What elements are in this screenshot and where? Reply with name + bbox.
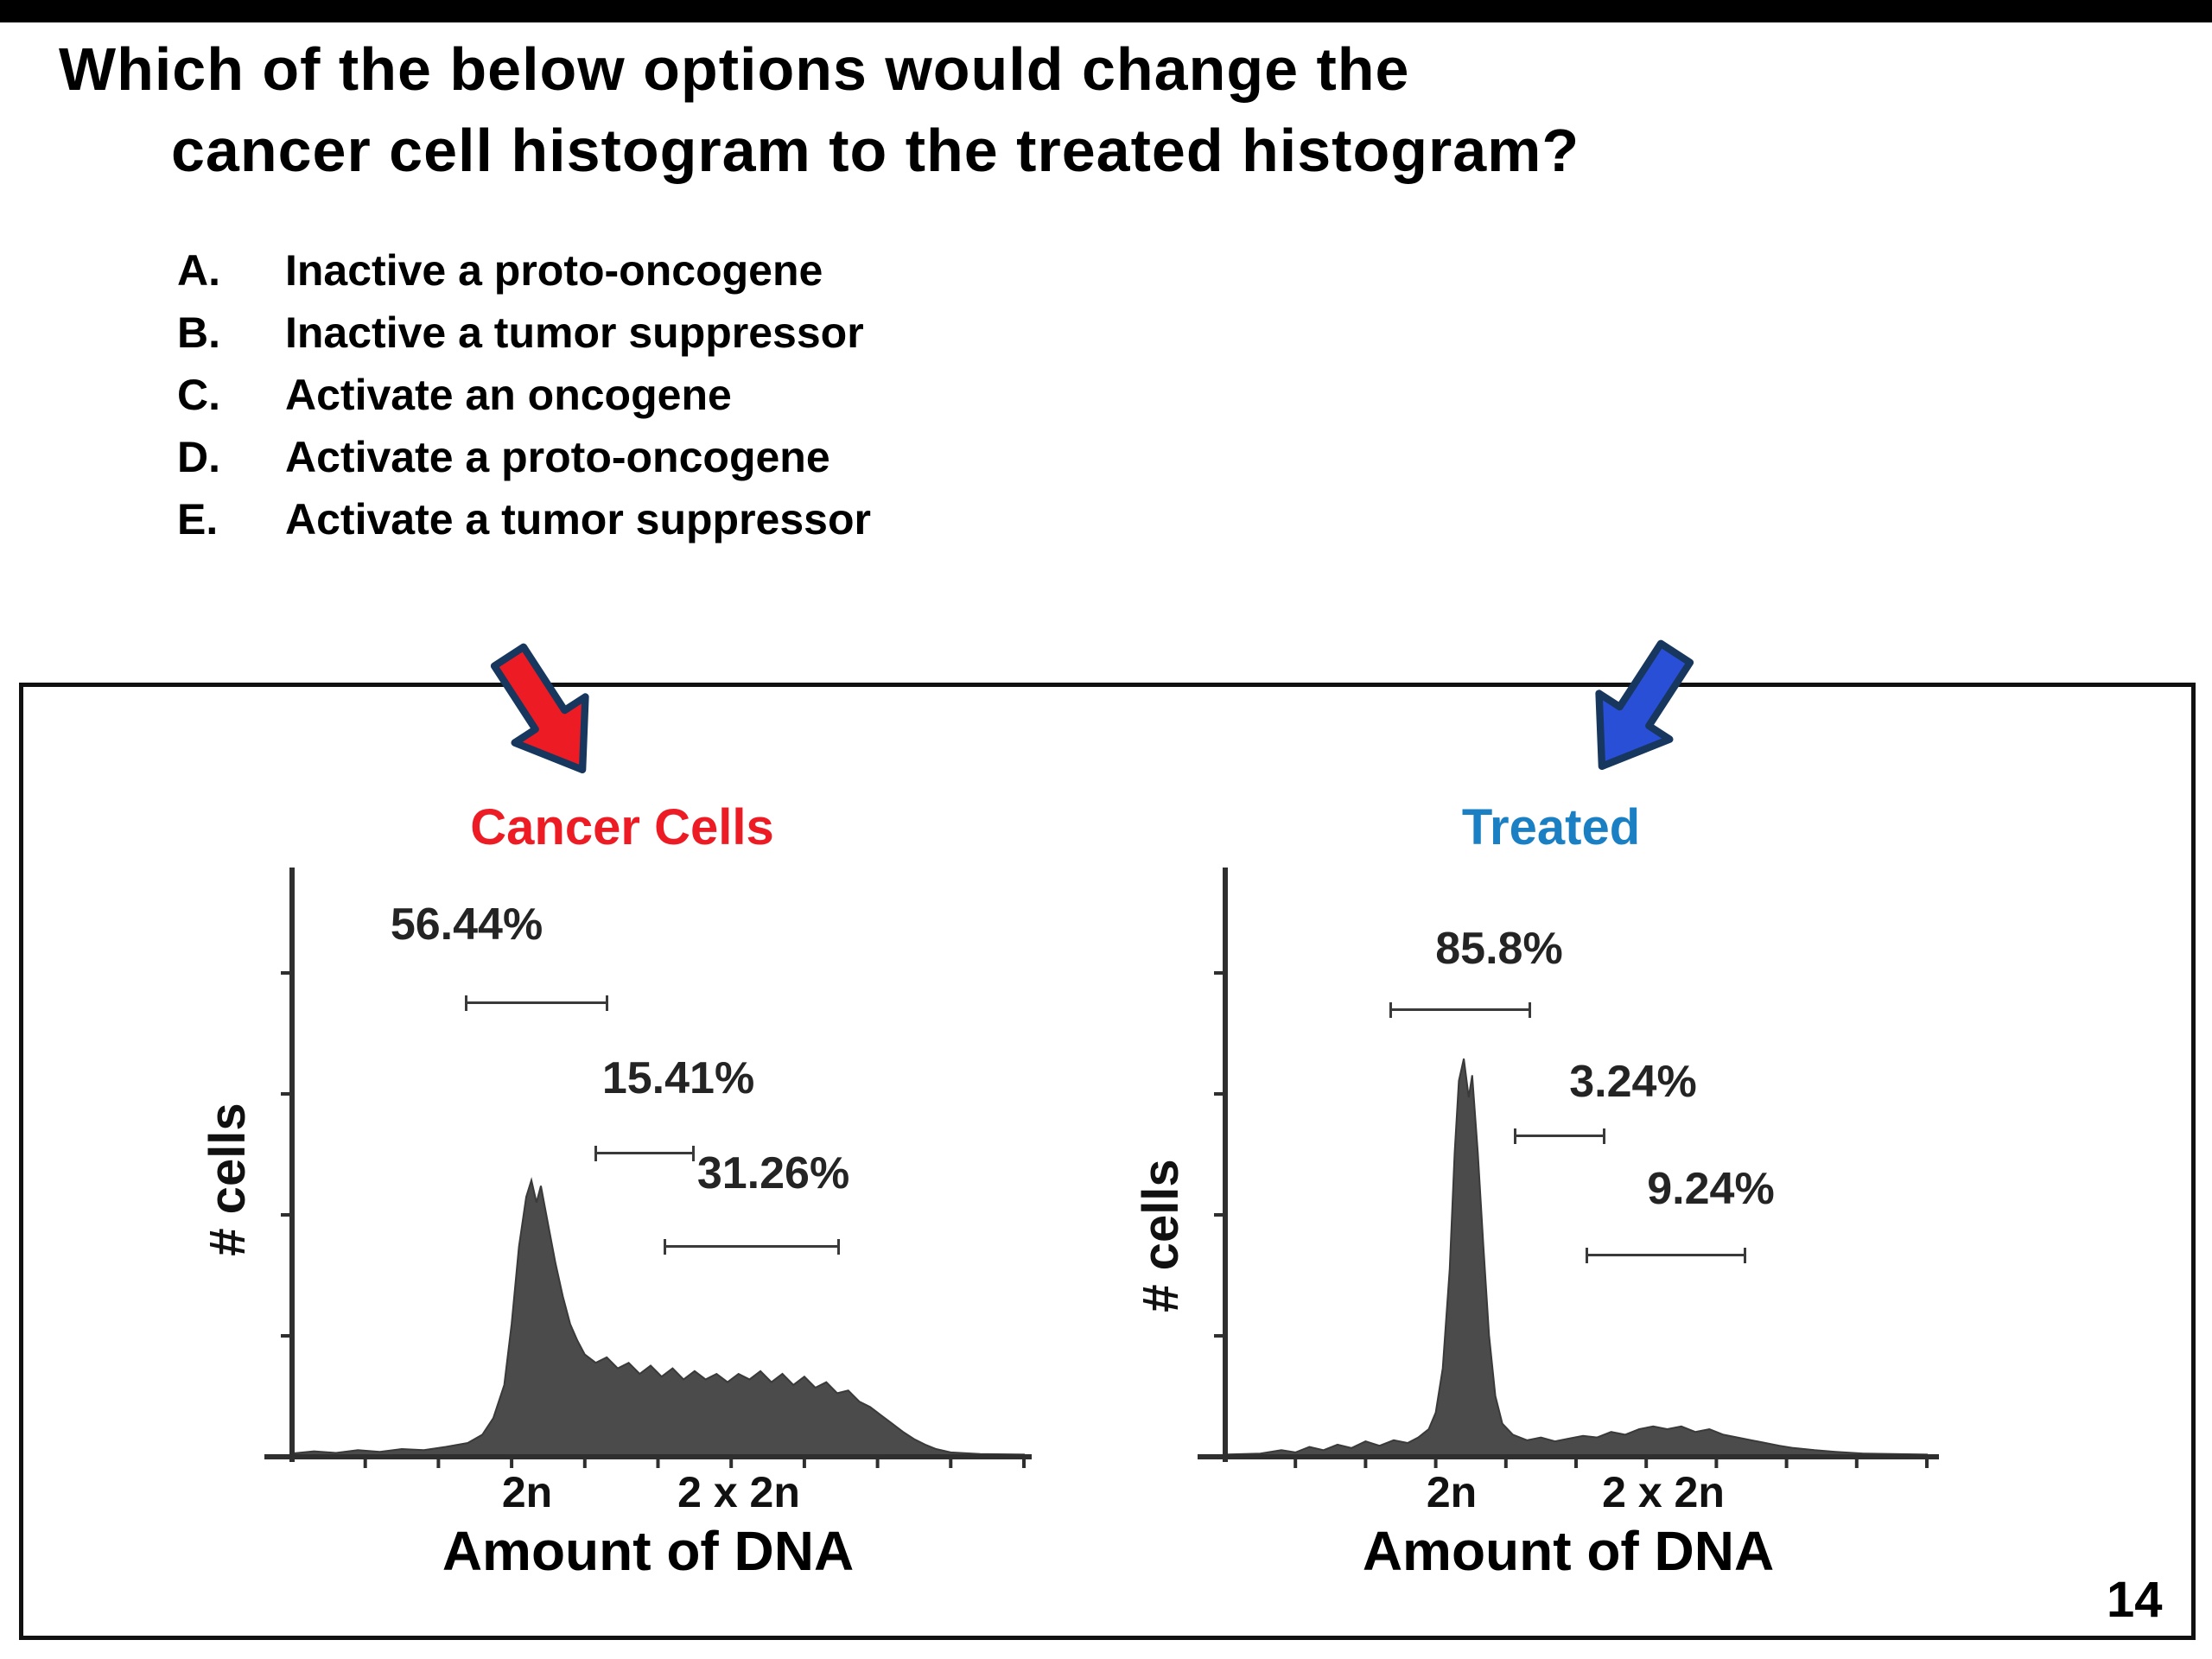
- gate-label-s: 15.41%: [601, 1053, 755, 1103]
- gate-label-g2: 31.26%: [696, 1148, 850, 1198]
- page-number: 14: [2107, 1572, 2163, 1628]
- x-axis-label: Amount of DNA: [1362, 1520, 1775, 1582]
- gate-bracket-s: [594, 1146, 695, 1161]
- option-d-text: Activate a proto-oncogene: [285, 433, 830, 481]
- histogram-shape: [1224, 1058, 1928, 1458]
- x-tick-2n: 2n: [1426, 1468, 1478, 1516]
- gate-bracket-g1: [465, 995, 608, 1011]
- histogram-panel-treated: Treated # cells 85.8% 3.24% 9.24% 2n 2 x…: [1133, 799, 1944, 1590]
- gate-bracket-g2: [664, 1239, 840, 1255]
- option-e-letter: E.: [177, 495, 219, 543]
- gate-bracket-g1: [1389, 1002, 1531, 1018]
- option-d-letter: D.: [177, 433, 220, 481]
- option-c: C. Activate an oncogene: [177, 370, 732, 420]
- option-e: E. Activate a tumor suppressor: [177, 494, 871, 544]
- option-b: B. Inactive a tumor suppressor: [177, 308, 864, 358]
- top-border-bar: [0, 0, 2212, 22]
- gate-label-s: 3.24%: [1569, 1057, 1697, 1107]
- panel-title-cancer: Cancer Cells: [470, 799, 774, 855]
- option-b-text: Inactive a tumor suppressor: [285, 308, 864, 357]
- x-axis-label: Amount of DNA: [442, 1520, 855, 1582]
- gate-bracket-s: [1514, 1128, 1605, 1144]
- gate-label-g1: 85.8%: [1435, 924, 1563, 974]
- y-axis-label: # cells: [1133, 1159, 1189, 1313]
- option-a-text: Inactive a proto-oncogene: [285, 246, 823, 295]
- panel-title-treated: Treated: [1461, 799, 1641, 855]
- question-title-line-2: cancer cell histogram to the treated his…: [171, 117, 1580, 184]
- option-e-text: Activate a tumor suppressor: [285, 495, 871, 543]
- histogram-plot-treated: [1198, 868, 1939, 1468]
- option-a: A. Inactive a proto-oncogene: [177, 245, 823, 296]
- x-tick-2n: 2n: [501, 1468, 553, 1516]
- option-c-text: Activate an oncogene: [285, 371, 732, 419]
- histogram-plot-cancer: [264, 868, 1032, 1468]
- histogram-panel-cancer: Cancer Cells # cells 56.44% 15.41% 31.26…: [200, 799, 1037, 1590]
- gate-label-g1: 56.44%: [390, 899, 543, 950]
- blue-arrow-icon: [1560, 624, 1717, 797]
- option-b-letter: B.: [177, 308, 220, 357]
- histogram-shape: [291, 1177, 1025, 1458]
- option-c-letter: C.: [177, 371, 220, 419]
- gate-bracket-g2: [1586, 1248, 1746, 1263]
- figure-box: [19, 683, 2196, 1640]
- question-title-line-1: Which of the below options would change …: [59, 35, 1410, 103]
- red-arrow-icon: [467, 627, 625, 800]
- y-axis-label: # cells: [200, 1103, 256, 1256]
- option-a-letter: A.: [177, 246, 220, 295]
- x-tick-2x2n: 2 x 2n: [677, 1468, 800, 1516]
- x-tick-2x2n: 2 x 2n: [1602, 1468, 1725, 1516]
- gate-label-g2: 9.24%: [1647, 1164, 1775, 1214]
- option-d: D. Activate a proto-oncogene: [177, 432, 830, 482]
